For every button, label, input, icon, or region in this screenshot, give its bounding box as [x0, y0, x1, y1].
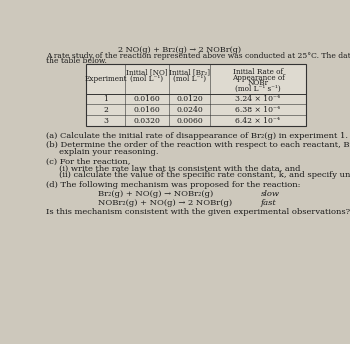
Text: NOBr₂(g) + NO(g) → 2 NOBr(g): NOBr₂(g) + NO(g) → 2 NOBr(g): [98, 199, 232, 207]
Text: (mol L⁻¹ s⁻¹): (mol L⁻¹ s⁻¹): [235, 84, 281, 93]
Text: explain your reasoning.: explain your reasoning.: [46, 148, 159, 155]
Text: 0.0120: 0.0120: [176, 95, 203, 103]
Text: 0.0320: 0.0320: [133, 117, 160, 125]
Text: (i) write the rate law that is consistent with the data, and: (i) write the rate law that is consisten…: [46, 164, 301, 172]
Bar: [86, 64, 306, 126]
Text: (mol L⁻¹): (mol L⁻¹): [173, 74, 206, 83]
Text: Br₂(g) + NO(g) → NOBr₂(g): Br₂(g) + NO(g) → NOBr₂(g): [98, 190, 213, 198]
Text: (c) For the reaction,: (c) For the reaction,: [46, 158, 131, 166]
Text: Is this mechanism consistent with the given experimental observations? Justify y: Is this mechanism consistent with the gi…: [46, 208, 350, 216]
Text: (mol L⁻¹): (mol L⁻¹): [130, 74, 163, 83]
Text: Initial Rate of: Initial Rate of: [233, 68, 283, 76]
Text: Initial [NO]: Initial [NO]: [126, 68, 168, 76]
Text: (b) Determine the order of the reaction with respect to each reactant, Br₂(g) an: (b) Determine the order of the reaction …: [46, 141, 350, 149]
Text: 2 NO(g) + Br₂(g) → 2 NOBr(g): 2 NO(g) + Br₂(g) → 2 NOBr(g): [118, 46, 241, 54]
Text: 3.24 × 10⁻⁴: 3.24 × 10⁻⁴: [236, 95, 281, 103]
Text: NOBr: NOBr: [247, 79, 268, 87]
Text: Appearance of: Appearance of: [232, 74, 285, 82]
Text: 6.38 × 10⁻⁴: 6.38 × 10⁻⁴: [236, 106, 281, 114]
Text: Initial [Br₂]: Initial [Br₂]: [169, 68, 210, 76]
Text: 6.42 × 10⁻⁴: 6.42 × 10⁻⁴: [236, 117, 280, 125]
Text: fast: fast: [261, 199, 276, 207]
Text: 0.0160: 0.0160: [133, 106, 160, 114]
Text: A rate study of the reaction represented above was conducted at 25°C. The data t: A rate study of the reaction represented…: [46, 52, 350, 60]
Text: Experiment: Experiment: [84, 75, 127, 83]
Text: 1: 1: [103, 95, 108, 103]
Text: (d) The following mechanism was proposed for the reaction:: (d) The following mechanism was proposed…: [46, 181, 301, 190]
Text: 0.0160: 0.0160: [133, 95, 160, 103]
Text: 2: 2: [103, 106, 108, 114]
Text: 3: 3: [103, 117, 108, 125]
Text: 0.0240: 0.0240: [176, 106, 203, 114]
Text: 0.0060: 0.0060: [176, 117, 203, 125]
Text: (a) Calculate the initial rate of disappearance of Br₂(g) in experiment 1.: (a) Calculate the initial rate of disapp…: [46, 132, 348, 140]
Text: the table below.: the table below.: [46, 57, 107, 65]
Text: slow: slow: [261, 190, 280, 198]
Text: (ii) calculate the value of the specific rate constant, k, and specify units.: (ii) calculate the value of the specific…: [46, 171, 350, 179]
